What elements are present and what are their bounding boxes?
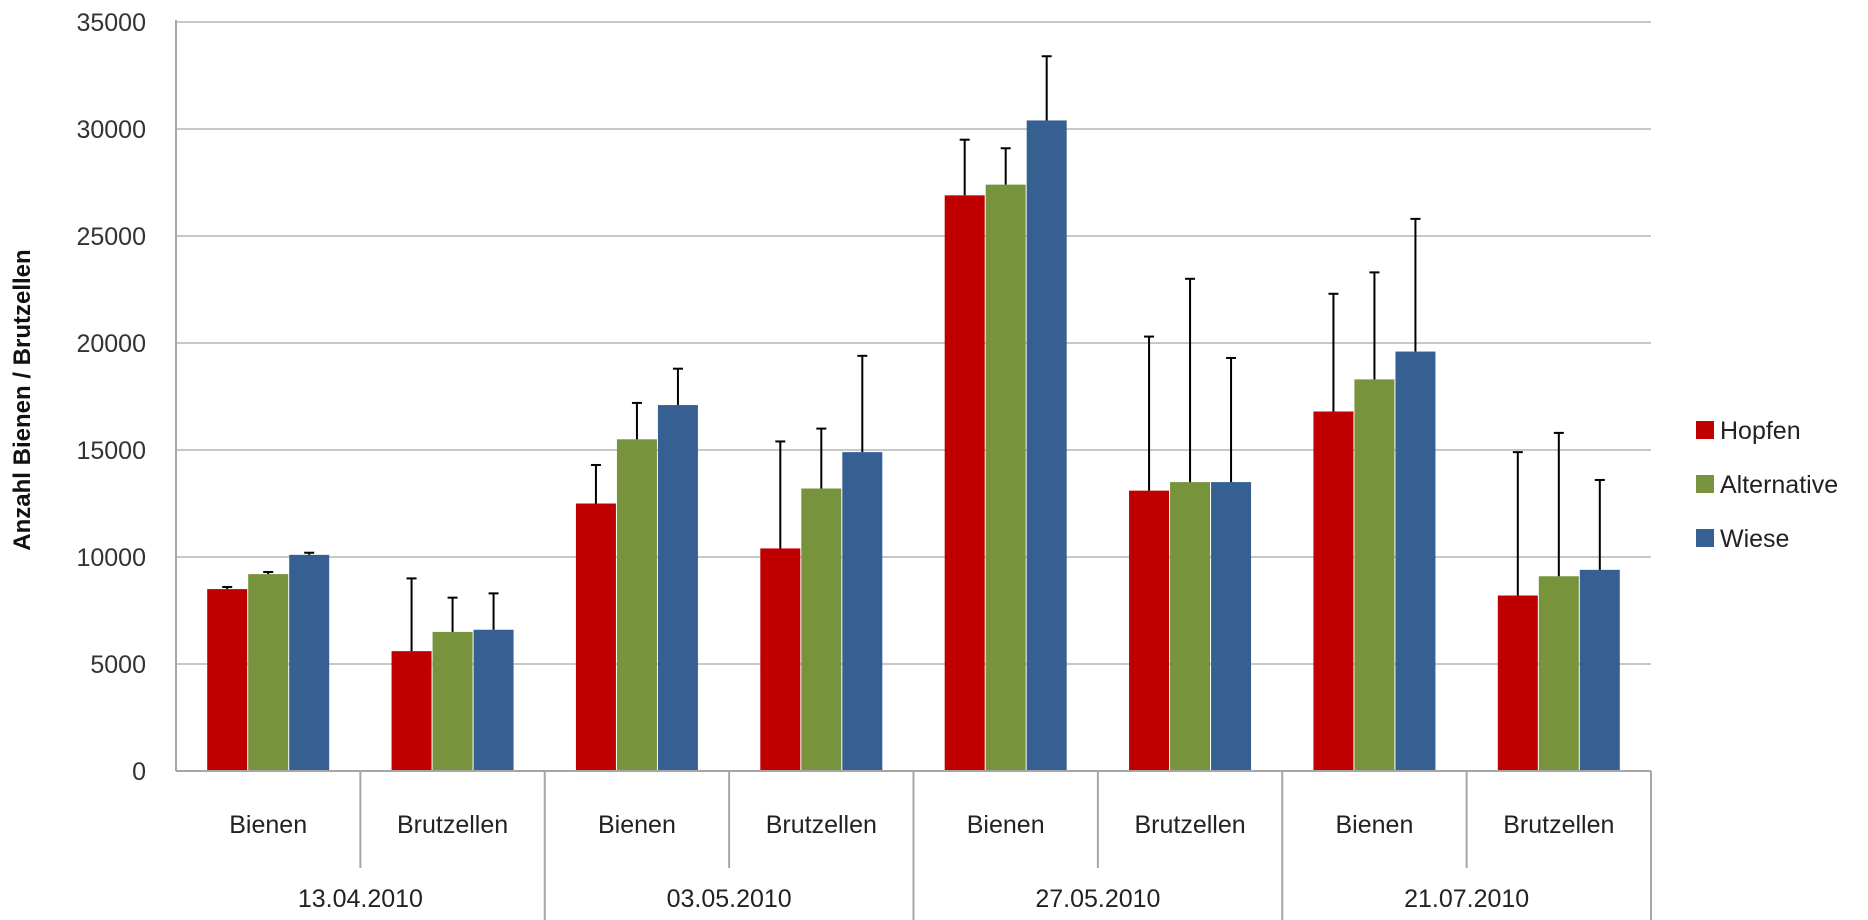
bar	[985, 184, 1026, 771]
x-category-label: Brutzellen	[397, 811, 508, 839]
x-category-label: Bienen	[1336, 811, 1414, 839]
legend-swatch	[1696, 475, 1714, 493]
legend-swatch	[1696, 421, 1714, 439]
bar	[575, 503, 616, 771]
bar	[801, 488, 842, 771]
bar	[842, 452, 883, 771]
bar	[432, 631, 473, 771]
bar	[289, 554, 330, 771]
bar	[1170, 482, 1211, 771]
bar	[1395, 351, 1436, 771]
x-group-label: 03.05.2010	[667, 885, 792, 913]
legend-label: Alternative	[1720, 471, 1838, 499]
x-category-label: Bienen	[967, 811, 1045, 839]
error-bars	[222, 55, 1605, 652]
bar	[391, 651, 432, 771]
x-category-label: Bienen	[229, 811, 307, 839]
y-tick-label: 0	[132, 758, 146, 786]
y-tick-labels: 0 5000 10000 15000 20000 25000 30000 35000	[76, 9, 146, 786]
bar	[248, 574, 289, 771]
bar	[1129, 490, 1170, 771]
bar	[616, 439, 657, 771]
bar	[657, 405, 698, 771]
bars	[207, 120, 1620, 772]
bar	[1538, 576, 1579, 771]
gridlines	[176, 21, 1651, 665]
x-category-label: Brutzellen	[1134, 811, 1245, 839]
x-category-label: Bienen	[598, 811, 676, 839]
x-category-labels: Bienen Brutzellen Bienen Brutzellen Bienen Br…	[229, 811, 1614, 839]
x-group-label: 21.07.2010	[1404, 885, 1529, 913]
legend-label: Wiese	[1720, 525, 1789, 553]
bar	[1026, 120, 1067, 771]
axes	[175, 20, 1652, 920]
bar	[207, 589, 248, 771]
bar	[760, 548, 801, 771]
x-category-label: Brutzellen	[766, 811, 877, 839]
bar	[1313, 411, 1354, 771]
bar	[1579, 569, 1620, 771]
y-tick-label: 10000	[76, 544, 146, 572]
legend-label: Hopfen	[1720, 417, 1801, 445]
y-tick-label: 25000	[76, 223, 146, 251]
x-group-labels: 13.04.2010 03.05.2010 27.05.2010 21.07.2010	[298, 885, 1529, 913]
legend-swatch	[1696, 529, 1714, 547]
x-group-label: 27.05.2010	[1035, 885, 1160, 913]
bar	[1354, 379, 1395, 771]
y-tick-label: 30000	[76, 116, 146, 144]
y-axis-label: Anzahl Bienen / Brutzellen	[9, 249, 36, 550]
legend: Hopfen Alternative Wiese	[1696, 417, 1838, 553]
bar	[1211, 482, 1252, 771]
bar	[944, 195, 985, 772]
x-group-label: 13.04.2010	[298, 885, 423, 913]
x-category-label: Brutzellen	[1503, 811, 1614, 839]
y-tick-label: 15000	[76, 437, 146, 465]
y-tick-label: 20000	[76, 330, 146, 358]
bar	[473, 629, 514, 771]
y-tick-label: 5000	[90, 651, 146, 679]
bar	[1497, 595, 1538, 771]
y-tick-label: 35000	[76, 9, 146, 37]
